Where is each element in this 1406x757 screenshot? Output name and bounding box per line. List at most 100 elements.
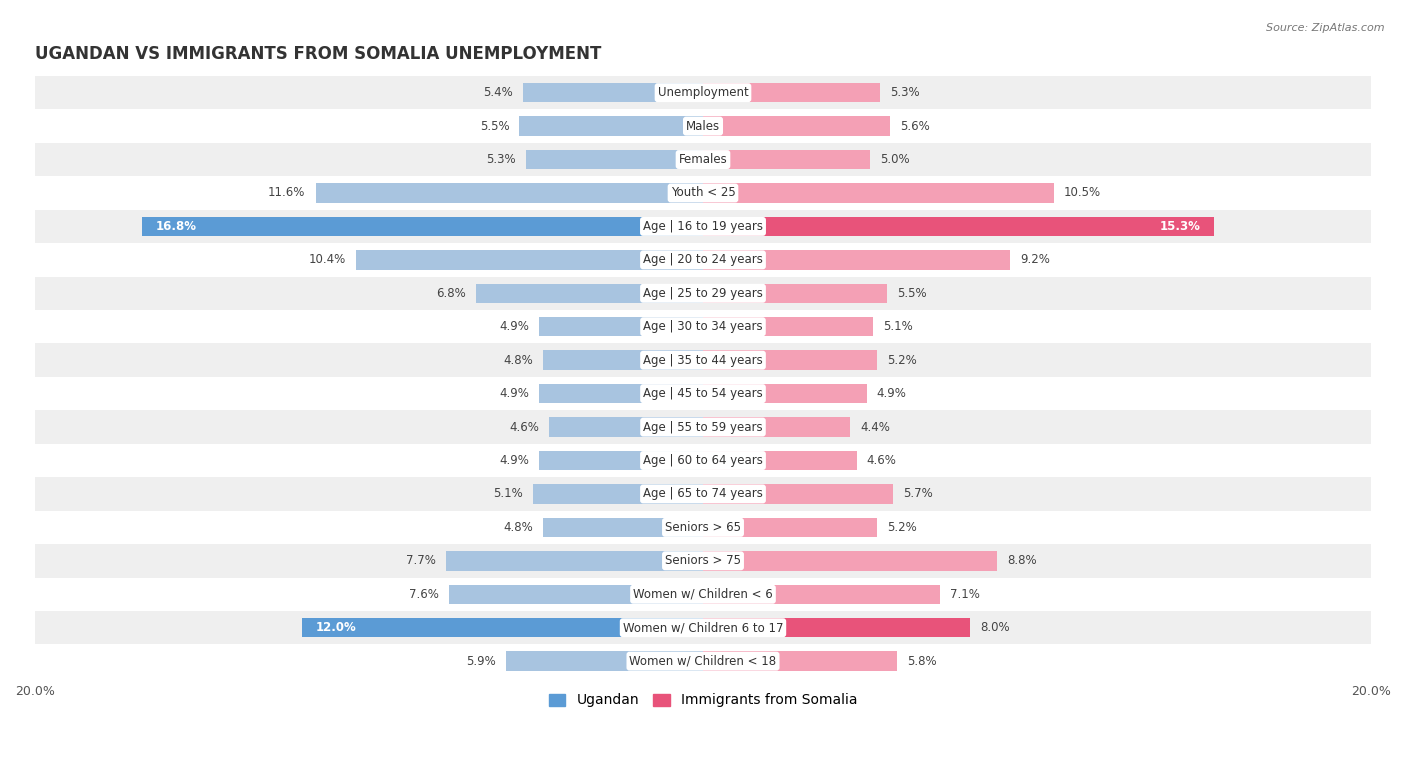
Bar — [35, 344, 1371, 377]
Text: Age | 60 to 64 years: Age | 60 to 64 years — [643, 454, 763, 467]
Bar — [35, 544, 1371, 578]
Bar — [703, 518, 877, 537]
Text: 10.5%: 10.5% — [1064, 186, 1101, 200]
Text: 5.5%: 5.5% — [479, 120, 509, 132]
Text: 7.6%: 7.6% — [409, 587, 439, 601]
Text: 8.0%: 8.0% — [980, 621, 1010, 634]
Bar — [703, 451, 856, 470]
Bar — [142, 217, 703, 236]
Bar — [35, 243, 1371, 276]
Text: Age | 16 to 19 years: Age | 16 to 19 years — [643, 220, 763, 233]
Bar — [35, 210, 1371, 243]
Bar — [703, 150, 870, 170]
Text: Unemployment: Unemployment — [658, 86, 748, 99]
Text: 8.8%: 8.8% — [1007, 554, 1036, 567]
Bar — [35, 444, 1371, 477]
Text: Women w/ Children < 6: Women w/ Children < 6 — [633, 587, 773, 601]
Bar — [35, 377, 1371, 410]
Bar — [703, 350, 877, 370]
Bar — [703, 83, 880, 102]
Bar — [35, 109, 1371, 143]
Bar — [703, 652, 897, 671]
Bar — [703, 183, 1053, 203]
Text: Source: ZipAtlas.com: Source: ZipAtlas.com — [1267, 23, 1385, 33]
Text: UGANDAN VS IMMIGRANTS FROM SOMALIA UNEMPLOYMENT: UGANDAN VS IMMIGRANTS FROM SOMALIA UNEMP… — [35, 45, 602, 64]
Text: 7.7%: 7.7% — [406, 554, 436, 567]
Text: 5.3%: 5.3% — [890, 86, 920, 99]
Text: 5.9%: 5.9% — [467, 655, 496, 668]
Text: 11.6%: 11.6% — [269, 186, 305, 200]
Bar — [703, 584, 941, 604]
Text: Youth < 25: Youth < 25 — [671, 186, 735, 200]
Bar — [356, 250, 703, 269]
Bar — [315, 183, 703, 203]
Text: Seniors > 75: Seniors > 75 — [665, 554, 741, 567]
Text: Women w/ Children < 18: Women w/ Children < 18 — [630, 655, 776, 668]
Text: 6.8%: 6.8% — [436, 287, 465, 300]
Bar — [446, 551, 703, 571]
Text: Women w/ Children 6 to 17: Women w/ Children 6 to 17 — [623, 621, 783, 634]
Text: 5.2%: 5.2% — [887, 354, 917, 366]
Text: Females: Females — [679, 153, 727, 166]
Text: 4.9%: 4.9% — [499, 320, 529, 333]
Text: 15.3%: 15.3% — [1160, 220, 1201, 233]
Text: 4.9%: 4.9% — [877, 387, 907, 400]
Bar — [526, 150, 703, 170]
Bar — [703, 317, 873, 336]
Text: 5.1%: 5.1% — [494, 488, 523, 500]
Text: 7.1%: 7.1% — [950, 587, 980, 601]
Bar — [540, 317, 703, 336]
Text: 4.4%: 4.4% — [860, 421, 890, 434]
Bar — [519, 117, 703, 136]
Bar — [35, 143, 1371, 176]
Text: Age | 20 to 24 years: Age | 20 to 24 years — [643, 254, 763, 266]
Bar — [703, 417, 851, 437]
Bar — [35, 611, 1371, 644]
Text: 5.1%: 5.1% — [883, 320, 912, 333]
Bar — [302, 618, 703, 637]
Text: 5.3%: 5.3% — [486, 153, 516, 166]
Bar — [703, 618, 970, 637]
Text: 16.8%: 16.8% — [155, 220, 197, 233]
Bar — [703, 117, 890, 136]
Text: 5.2%: 5.2% — [887, 521, 917, 534]
Bar — [35, 511, 1371, 544]
Text: 5.6%: 5.6% — [900, 120, 929, 132]
Text: Age | 65 to 74 years: Age | 65 to 74 years — [643, 488, 763, 500]
Text: Age | 30 to 34 years: Age | 30 to 34 years — [643, 320, 763, 333]
Bar — [703, 551, 997, 571]
Bar — [523, 83, 703, 102]
Text: 5.5%: 5.5% — [897, 287, 927, 300]
Bar — [703, 250, 1011, 269]
Text: Seniors > 65: Seniors > 65 — [665, 521, 741, 534]
Bar — [703, 384, 866, 403]
Bar — [540, 384, 703, 403]
Legend: Ugandan, Immigrants from Somalia: Ugandan, Immigrants from Somalia — [543, 688, 863, 713]
Bar — [35, 276, 1371, 310]
Text: 4.6%: 4.6% — [509, 421, 540, 434]
Bar — [35, 578, 1371, 611]
Text: 4.8%: 4.8% — [503, 354, 533, 366]
Text: 4.9%: 4.9% — [499, 387, 529, 400]
Text: 4.6%: 4.6% — [866, 454, 897, 467]
Bar — [703, 217, 1213, 236]
Text: 10.4%: 10.4% — [308, 254, 346, 266]
Bar — [543, 350, 703, 370]
Text: 12.0%: 12.0% — [315, 621, 356, 634]
Text: Age | 35 to 44 years: Age | 35 to 44 years — [643, 354, 763, 366]
Text: 4.9%: 4.9% — [499, 454, 529, 467]
Bar — [35, 477, 1371, 511]
Bar — [543, 518, 703, 537]
Text: 5.8%: 5.8% — [907, 655, 936, 668]
Text: Males: Males — [686, 120, 720, 132]
Bar — [475, 284, 703, 303]
Bar — [550, 417, 703, 437]
Bar — [35, 310, 1371, 344]
Bar — [540, 451, 703, 470]
Bar — [35, 176, 1371, 210]
Text: Age | 45 to 54 years: Age | 45 to 54 years — [643, 387, 763, 400]
Text: Age | 25 to 29 years: Age | 25 to 29 years — [643, 287, 763, 300]
Text: 5.7%: 5.7% — [904, 488, 934, 500]
Text: 4.8%: 4.8% — [503, 521, 533, 534]
Bar — [35, 76, 1371, 109]
